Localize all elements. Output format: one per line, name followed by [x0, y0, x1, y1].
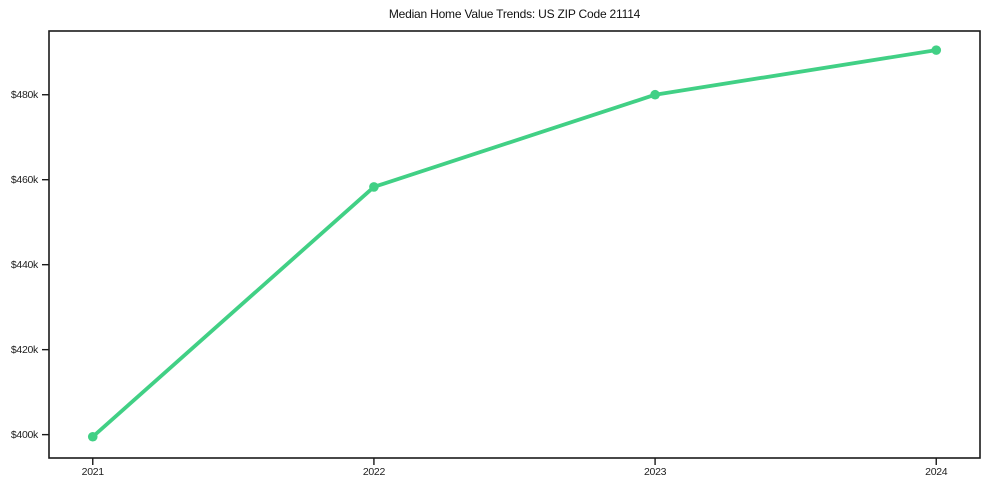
x-axis-tick-label: 2023 [643, 466, 667, 478]
plot-border [48, 30, 981, 459]
y-axis-tick-label: $440k [10, 258, 38, 271]
trend-line [90, 48, 939, 439]
y-axis-tick-label: $460k [10, 173, 38, 186]
chart-title: Median Home Value Trends: US ZIP Code 21… [388, 7, 641, 21]
data-point-marker [369, 182, 379, 192]
data-point-marker [650, 89, 660, 100]
y-axis-tick-label: $400k [10, 428, 38, 441]
data-point-marker [87, 431, 98, 442]
data-point-marker [931, 45, 942, 55]
x-axis-tick-label: 2022 [362, 466, 385, 478]
x-axis-tick-label: 2024 [925, 466, 948, 478]
y-axis-tick-label: $420k [10, 343, 38, 356]
x-axis-tick-label: 2021 [81, 466, 104, 478]
y-axis-tick-label: $480k [10, 88, 38, 101]
